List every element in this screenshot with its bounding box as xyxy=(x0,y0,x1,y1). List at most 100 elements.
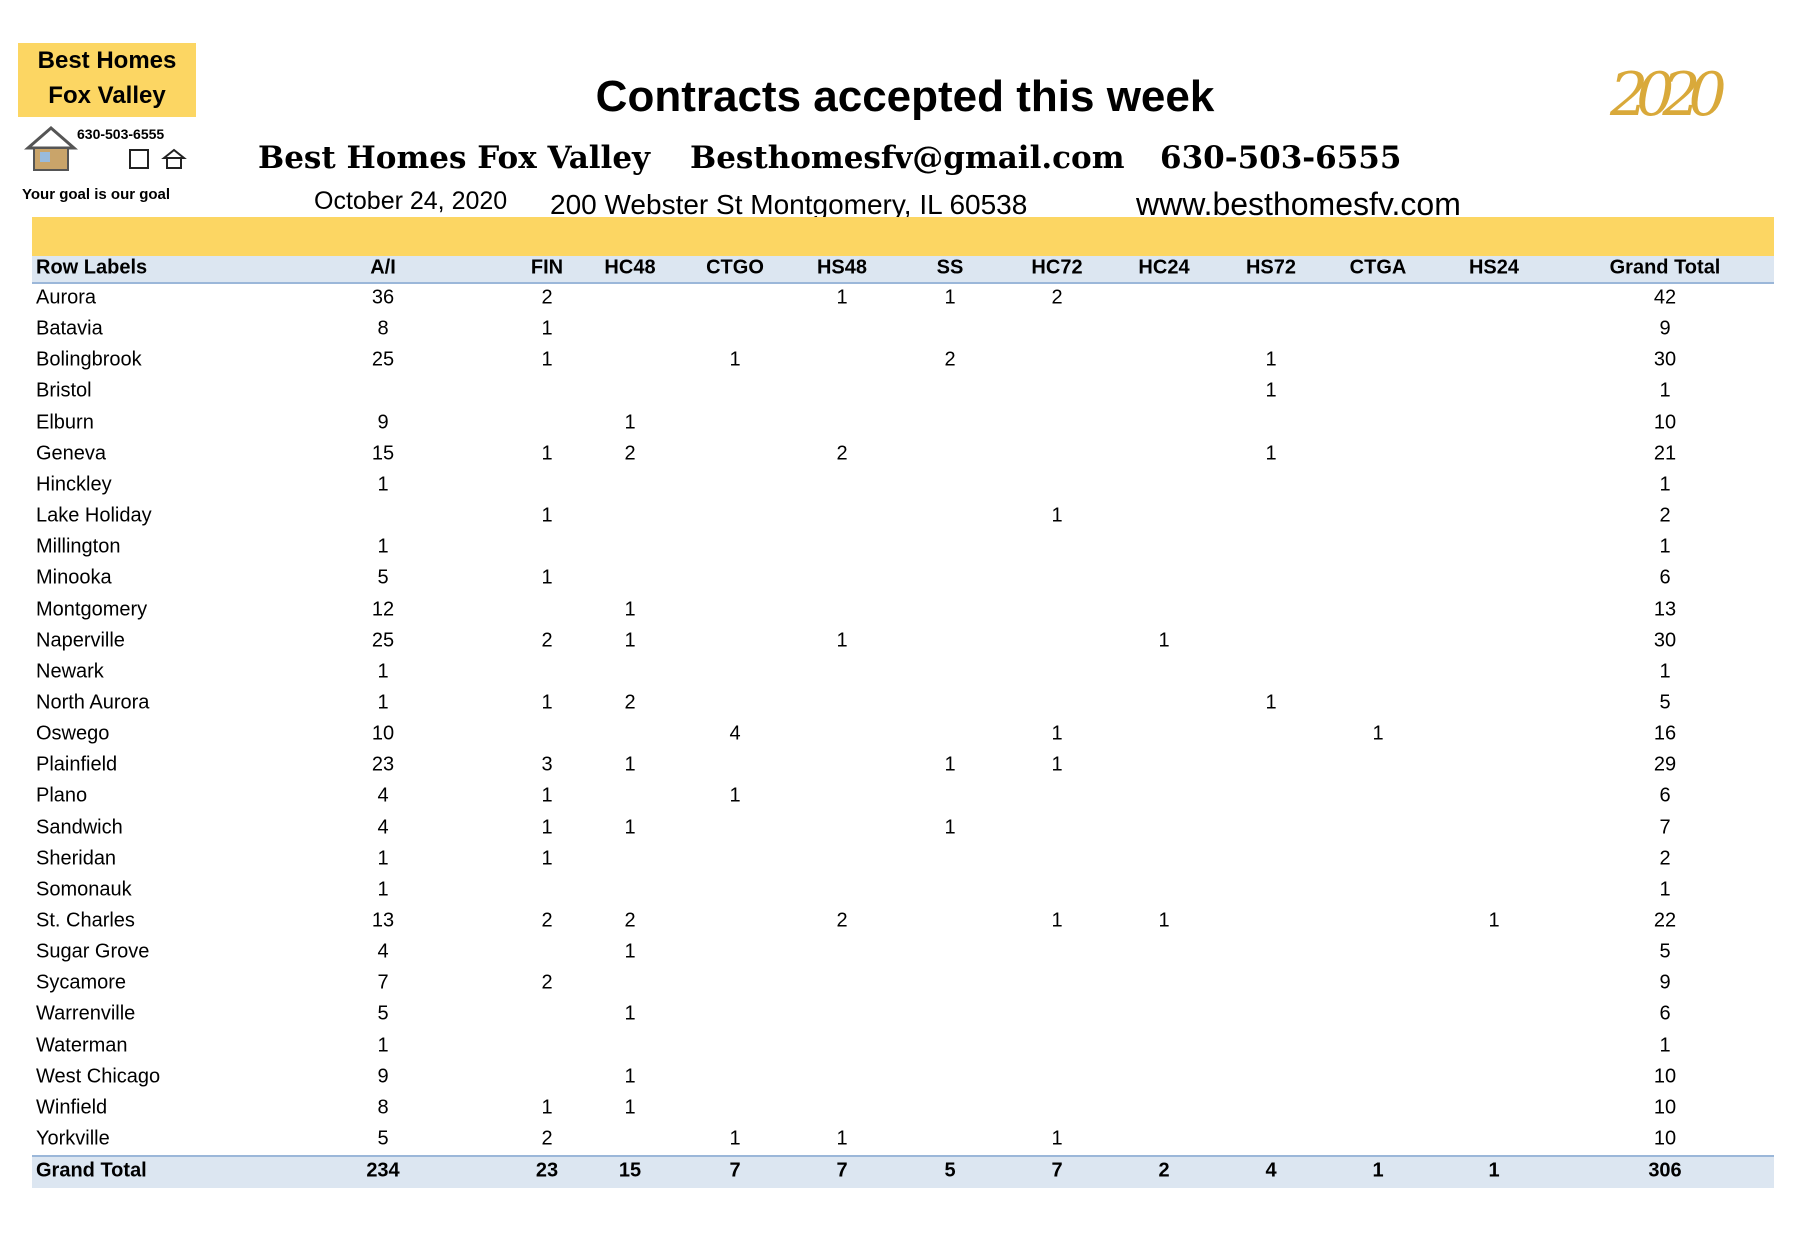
row-label: Waterman xyxy=(36,1034,128,1057)
cell: 10 xyxy=(1653,1065,1677,1088)
cell: 1 xyxy=(541,1096,553,1119)
total-cell: 7 xyxy=(1051,1159,1063,1182)
cell: 2 xyxy=(624,909,636,932)
cell: 2 xyxy=(541,629,553,652)
cell: 1 xyxy=(541,348,553,371)
cell: 1 xyxy=(541,442,553,465)
row-label: West Chicago xyxy=(36,1065,161,1088)
house-icon xyxy=(24,126,78,171)
cell: 2 xyxy=(944,348,956,371)
cell: 9 xyxy=(1659,317,1671,340)
cell: 1 xyxy=(624,1002,636,1025)
cell: 1 xyxy=(1265,348,1277,371)
cell: 1 xyxy=(624,816,636,839)
cell: 1 xyxy=(541,566,553,589)
column-header: HC72 xyxy=(1031,256,1083,279)
phone: 630-503-6555 xyxy=(1160,140,1402,176)
cell: 25 xyxy=(371,629,395,652)
column-header: HC48 xyxy=(604,256,656,279)
column-header: Grand Total xyxy=(1609,256,1721,279)
address: 200 Webster St Montgomery, IL 60538 xyxy=(550,189,1028,220)
cell: 7 xyxy=(1659,816,1671,839)
total-cell: 1 xyxy=(1488,1159,1500,1182)
cell: 8 xyxy=(377,317,389,340)
cell: 9 xyxy=(377,411,389,434)
cell: 36 xyxy=(371,286,395,309)
cell: 2 xyxy=(541,286,553,309)
company: Best Homes Fox Valley xyxy=(258,140,651,176)
cell: 1 xyxy=(1659,535,1671,558)
cell: 4 xyxy=(729,722,741,745)
column-header: SS xyxy=(936,256,964,279)
total-cell: 7 xyxy=(836,1159,848,1182)
row-label: Plano xyxy=(36,784,88,807)
row-label: Batavia xyxy=(36,317,103,340)
cell: 1 xyxy=(1158,909,1170,932)
cell: 13 xyxy=(1653,598,1677,620)
cell: 4 xyxy=(377,784,389,807)
total-cell: 2 xyxy=(1158,1159,1170,1182)
cell: 6 xyxy=(1659,784,1671,807)
column-header: HS48 xyxy=(816,256,868,279)
cell: 21 xyxy=(1653,442,1677,465)
row-label: Oswego xyxy=(36,722,110,745)
cell: 10 xyxy=(1653,1096,1677,1119)
logo-tagline: Your goal is our goal xyxy=(22,186,171,203)
header-row xyxy=(32,256,1774,284)
cell: 10 xyxy=(1653,1127,1677,1150)
cell: 1 xyxy=(836,1127,848,1150)
cell: 5 xyxy=(377,566,389,589)
total-cell: 23 xyxy=(535,1159,559,1182)
column-header: CTGA xyxy=(1349,256,1407,279)
total-cell: 4 xyxy=(1265,1159,1277,1182)
cell: 6 xyxy=(1659,1002,1671,1025)
cell: 3 xyxy=(541,753,553,776)
total-cell: 5 xyxy=(944,1159,956,1182)
column-header: CTGO xyxy=(706,256,764,279)
cell: 1 xyxy=(1051,909,1063,932)
cell: 16 xyxy=(1653,722,1677,745)
cell: 2 xyxy=(624,691,636,714)
cell: 10 xyxy=(371,722,395,745)
cell: 5 xyxy=(377,1002,389,1025)
cell: 1 xyxy=(1051,722,1063,745)
row-label: Bolingbrook xyxy=(36,348,142,371)
cell: 1 xyxy=(1051,504,1063,527)
cell: 1 xyxy=(836,629,848,652)
cell: 2 xyxy=(836,909,848,932)
cell: 2 xyxy=(624,442,636,465)
cell: 1 xyxy=(541,691,553,714)
row-label: Winfield xyxy=(36,1096,108,1119)
cell: 8 xyxy=(377,1096,389,1119)
column-header: HC24 xyxy=(1138,256,1190,279)
cell: 2 xyxy=(1659,847,1671,870)
cell: 1 xyxy=(541,504,553,527)
total-row xyxy=(32,1155,1774,1188)
row-label: Sandwich xyxy=(36,816,123,839)
cell: 22 xyxy=(1653,909,1677,932)
row-label: Yorkville xyxy=(36,1127,110,1150)
cell: 1 xyxy=(944,286,956,309)
cell: 9 xyxy=(377,1065,389,1088)
cell: 1 xyxy=(944,816,956,839)
column-header: HS72 xyxy=(1245,256,1297,279)
row-label: Naperville xyxy=(36,629,125,652)
row-label: Minooka xyxy=(36,566,112,589)
row-label: Sycamore xyxy=(36,971,127,994)
row-label: Newark xyxy=(36,660,104,683)
cell: 1 xyxy=(624,411,636,434)
row-label: Montgomery xyxy=(36,598,148,620)
cell: 2 xyxy=(541,1127,553,1150)
column-header: Row Labels xyxy=(36,256,148,279)
cell: 1 xyxy=(729,784,741,807)
cell: 25 xyxy=(371,348,395,371)
row-label: Sugar Grove xyxy=(36,940,150,963)
cell: 29 xyxy=(1653,753,1677,776)
cell: 30 xyxy=(1653,348,1677,371)
cell: 1 xyxy=(1488,909,1500,932)
row-label: Warrenville xyxy=(36,1002,136,1025)
cell: 1 xyxy=(377,1034,389,1057)
cell: 1 xyxy=(1659,660,1671,683)
cell: 1 xyxy=(377,660,389,683)
